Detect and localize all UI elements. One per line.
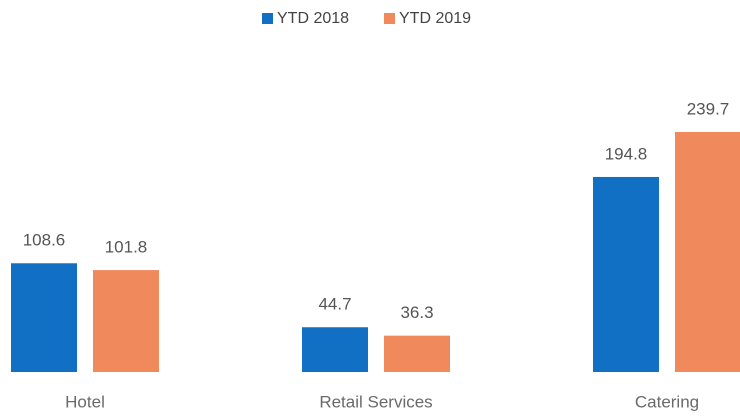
legend-swatch (384, 13, 395, 24)
bar (384, 335, 450, 372)
legend-swatch (262, 13, 273, 24)
bar (11, 263, 77, 372)
legend-label: YTD 2018 (277, 10, 349, 27)
data-label: 101.8 (105, 238, 148, 257)
data-label: 194.8 (605, 144, 648, 163)
data-label: 239.7 (687, 99, 730, 118)
x-tick-label: Catering (635, 392, 699, 411)
bar (593, 176, 659, 372)
bar (93, 270, 159, 372)
data-label: 108.6 (23, 231, 66, 250)
data-label: 36.3 (400, 303, 433, 322)
bar (675, 132, 740, 372)
x-tick-label: Hotel (65, 392, 105, 411)
x-tick-label: Retail Services (319, 392, 432, 411)
bar (302, 327, 368, 372)
legend-label: YTD 2019 (399, 10, 471, 27)
data-label: 44.7 (318, 295, 351, 314)
